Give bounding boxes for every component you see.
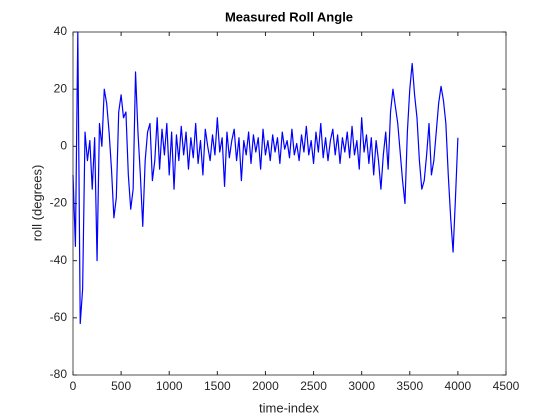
y-axis-label: roll (degrees) [29,165,44,242]
x-tick-label: 2000 [252,379,279,393]
x-tick-label: 500 [111,379,131,393]
data-line [72,31,459,325]
y-tick-label: -40 [50,253,68,267]
x-tick-label: 1000 [156,379,183,393]
axes-box [72,31,507,376]
x-tick-label: 4000 [445,379,472,393]
y-tick-label: -60 [50,310,68,324]
y-tick-label: -20 [50,196,68,210]
x-tick-label: 1500 [204,379,231,393]
x-tick-label: 0 [70,379,77,393]
x-tick-label: 4500 [493,379,520,393]
x-axis-label: time-index [259,400,319,415]
x-tick-label: 3500 [396,379,423,393]
y-tick-label: 0 [60,139,67,153]
y-tick-label: 40 [54,24,68,38]
y-tick-label: -80 [50,367,68,381]
x-tick-label: 3000 [348,379,375,393]
x-tick-label: 2500 [300,379,327,393]
y-tick-label: 20 [54,81,68,95]
chart-title: Measured Roll Angle [225,9,353,24]
